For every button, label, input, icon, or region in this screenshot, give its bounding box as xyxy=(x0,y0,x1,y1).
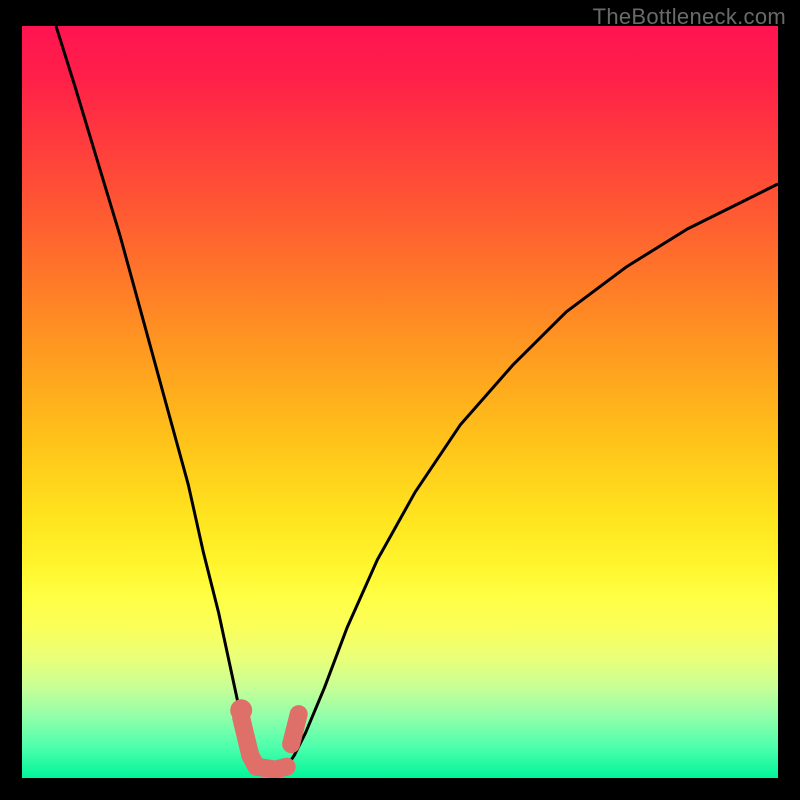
chart-frame xyxy=(22,26,778,778)
highlight-marker xyxy=(22,26,778,778)
watermark-text: TheBottleneck.com xyxy=(593,4,786,30)
